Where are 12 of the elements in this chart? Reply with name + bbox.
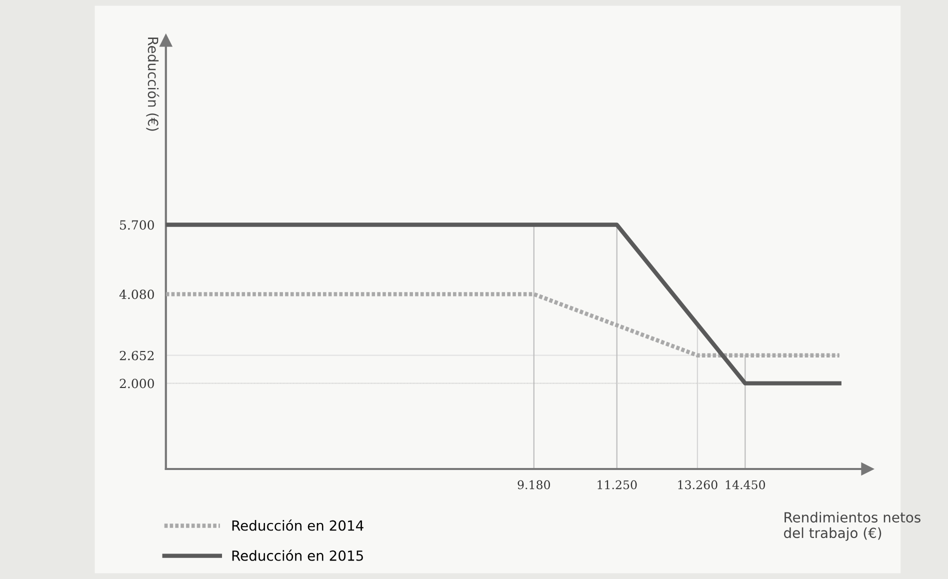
y-tick-label: 2.000 [120, 378, 154, 388]
x-tick-label: 11.250 [598, 480, 637, 490]
y-tick-label: 5.700 [120, 220, 154, 230]
x-axis-title: Rendimientos netos del trabajo (€) [784, 512, 920, 541]
y-tick-label: 2.652 [120, 350, 154, 360]
legend-label: Reducción en 2015 [232, 550, 363, 561]
legend-label: Reducción en 2014 [232, 519, 364, 531]
y-tick-label: 4.080 [119, 290, 154, 300]
x-tick-label: 13.260 [678, 480, 718, 490]
y-axis-title: Reducción (€) [146, 38, 160, 131]
x-tick-label: 14.450 [726, 480, 766, 490]
x-tick-label: 9.180 [518, 480, 550, 490]
